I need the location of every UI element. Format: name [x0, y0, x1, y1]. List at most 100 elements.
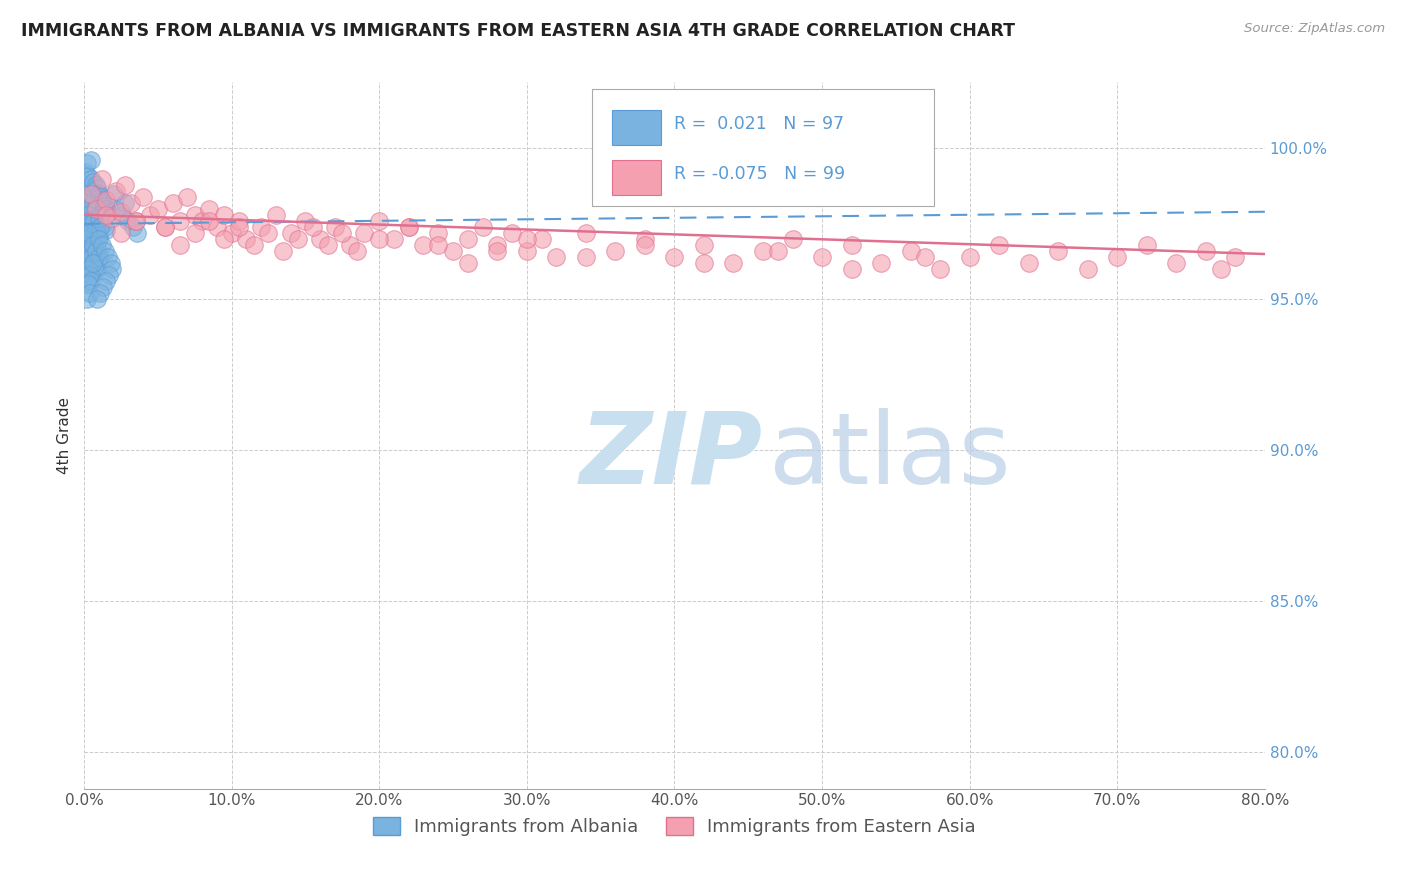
- Point: [427, 238, 450, 252]
- Point: [91, 280, 114, 294]
- Point: [427, 226, 450, 240]
- Point: [82, 244, 104, 258]
- Point: [841, 238, 863, 252]
- Point: [94, 208, 117, 222]
- Point: [1195, 244, 1218, 258]
- Point: [212, 208, 235, 222]
- Point: [110, 204, 132, 219]
- Point: [287, 232, 309, 246]
- Point: [412, 238, 434, 252]
- Point: [87, 250, 110, 264]
- Point: [77, 226, 100, 240]
- Text: atlas: atlas: [769, 408, 1011, 505]
- Point: [841, 262, 863, 277]
- Point: [77, 262, 100, 277]
- Point: [84, 199, 107, 213]
- Point: [86, 180, 108, 194]
- Point: [80, 171, 103, 186]
- Point: [124, 214, 146, 228]
- FancyBboxPatch shape: [592, 89, 934, 205]
- Point: [900, 244, 922, 258]
- Point: [114, 195, 136, 210]
- Point: [84, 223, 107, 237]
- Point: [664, 250, 686, 264]
- FancyBboxPatch shape: [612, 111, 661, 145]
- Point: [79, 180, 101, 194]
- Point: [271, 244, 294, 258]
- Point: [766, 244, 789, 258]
- Point: [368, 214, 391, 228]
- Point: [77, 277, 100, 292]
- Point: [77, 214, 100, 228]
- Point: [121, 219, 143, 234]
- Point: [153, 219, 176, 234]
- Point: [77, 169, 100, 183]
- Point: [127, 226, 149, 240]
- Point: [80, 186, 103, 201]
- Point: [752, 244, 775, 258]
- Point: [316, 238, 339, 252]
- Point: [959, 250, 981, 264]
- Point: [368, 232, 391, 246]
- Point: [80, 250, 103, 264]
- Point: [183, 226, 205, 240]
- Point: [80, 153, 103, 168]
- Point: [811, 250, 834, 264]
- Point: [97, 250, 120, 264]
- Point: [94, 202, 117, 216]
- Point: [914, 250, 936, 264]
- Point: [90, 193, 112, 207]
- Text: R = -0.075   N = 99: R = -0.075 N = 99: [675, 165, 845, 183]
- Point: [79, 286, 101, 301]
- Point: [86, 202, 108, 216]
- Point: [1077, 262, 1099, 277]
- Point: [87, 232, 110, 246]
- Point: [82, 256, 104, 270]
- Point: [93, 199, 115, 213]
- Point: [98, 268, 121, 282]
- Point: [457, 232, 479, 246]
- Point: [103, 186, 125, 201]
- Point: [486, 238, 509, 252]
- Point: [294, 214, 316, 228]
- Point: [80, 226, 103, 240]
- Point: [79, 244, 101, 258]
- Point: [228, 219, 250, 234]
- Point: [191, 214, 214, 228]
- Point: [84, 244, 107, 258]
- Point: [94, 193, 117, 207]
- Point: [83, 256, 105, 270]
- Point: [101, 262, 124, 277]
- Point: [693, 238, 716, 252]
- Point: [257, 226, 280, 240]
- Text: Source: ZipAtlas.com: Source: ZipAtlas.com: [1244, 22, 1385, 36]
- Point: [77, 208, 100, 222]
- Point: [84, 202, 107, 216]
- Point: [89, 219, 111, 234]
- Point: [353, 226, 375, 240]
- Point: [605, 244, 627, 258]
- Point: [280, 226, 302, 240]
- Point: [501, 226, 523, 240]
- Point: [79, 217, 101, 231]
- Point: [84, 219, 107, 234]
- Point: [91, 195, 114, 210]
- Point: [1047, 244, 1070, 258]
- Point: [76, 195, 98, 210]
- Point: [76, 235, 98, 249]
- Point: [86, 241, 108, 255]
- Point: [79, 256, 101, 270]
- Point: [693, 256, 716, 270]
- Point: [120, 195, 142, 210]
- Point: [87, 208, 110, 222]
- Point: [634, 238, 657, 252]
- Point: [77, 247, 100, 261]
- Point: [94, 274, 117, 288]
- Point: [82, 235, 104, 249]
- Point: [91, 217, 114, 231]
- Point: [471, 219, 494, 234]
- Point: [382, 232, 405, 246]
- Point: [82, 195, 104, 210]
- Point: [87, 211, 110, 225]
- Point: [198, 202, 221, 216]
